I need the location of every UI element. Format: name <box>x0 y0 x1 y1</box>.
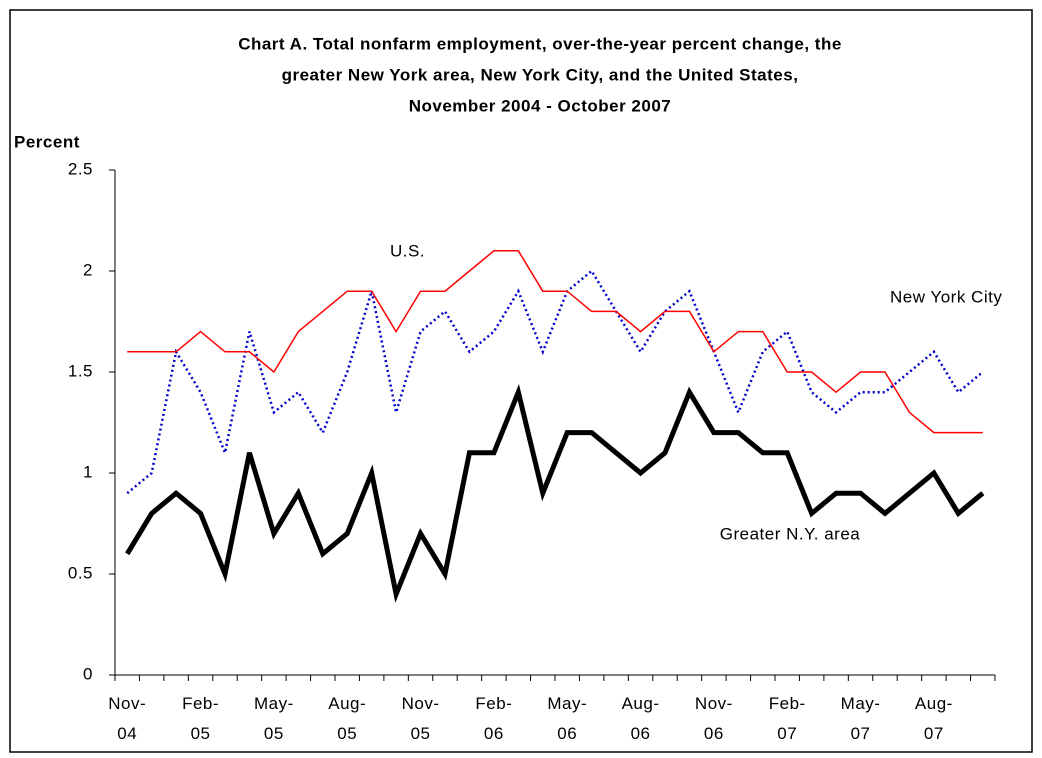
series-label: Greater N.Y. area <box>720 524 861 543</box>
x-tick-label: Aug-05 <box>328 694 366 743</box>
series-line <box>126 269 984 495</box>
chart-title: Chart A. Total nonfarm employment, over-… <box>238 34 842 53</box>
x-tick-label: Feb-05 <box>182 694 219 743</box>
y-tick-label: 2.5 <box>68 159 93 178</box>
chart-title: November 2004 - October 2007 <box>409 96 672 115</box>
y-tick-label: 1.5 <box>68 361 93 380</box>
x-tick-label: May-07 <box>841 694 881 743</box>
series-label: New York City <box>890 287 1002 306</box>
series-line <box>125 384 985 603</box>
y-tick-label: 1 <box>83 462 93 481</box>
x-tick-label: Feb-06 <box>475 694 512 743</box>
x-tick-label: Nov-06 <box>695 694 733 743</box>
y-axis-label: Percent <box>14 132 80 151</box>
series-label: U.S. <box>390 241 425 260</box>
x-tick-label: May-06 <box>547 694 587 743</box>
chart-title: greater New York area, New York City, an… <box>282 65 799 84</box>
x-tick-label: Aug-06 <box>622 694 660 743</box>
x-tick-label: Nov-04 <box>108 694 146 743</box>
y-tick-label: 2 <box>83 260 93 279</box>
series-line <box>127 250 983 434</box>
x-tick-label: Aug-07 <box>915 694 953 743</box>
y-tick-label: 0.5 <box>68 563 93 582</box>
x-tick-label: May-05 <box>254 694 294 743</box>
x-tick-label: Nov-05 <box>402 694 440 743</box>
x-tick-label: Feb-07 <box>769 694 806 743</box>
y-tick-label: 0 <box>83 664 93 683</box>
frame <box>9 9 1033 753</box>
